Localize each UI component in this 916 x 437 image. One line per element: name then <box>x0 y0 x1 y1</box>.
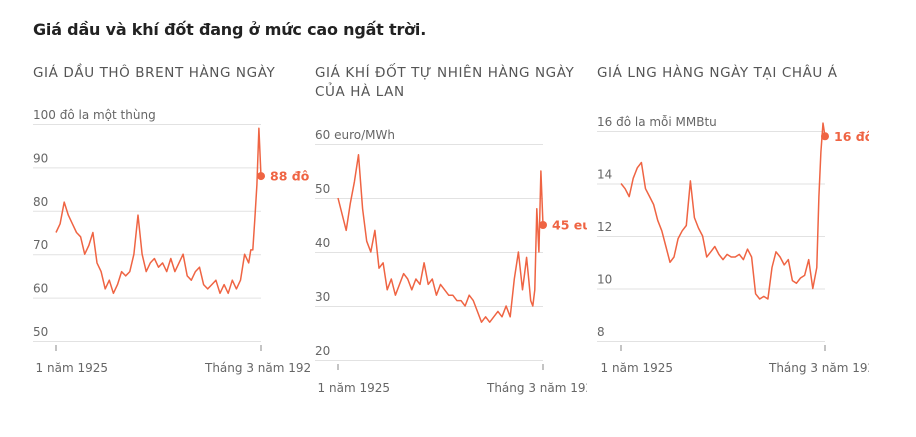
panel-title: GIÁ DẦU THÔ BRENT HÀNG NGÀY <box>33 65 276 81</box>
end-value-label: 88 đô <box>270 169 310 184</box>
unit-label: 16 đô la mỗi MMBtu <box>597 115 717 129</box>
y-tick-label: 70 <box>33 238 48 252</box>
end-point <box>257 172 265 181</box>
x-tick-label: g 1 năm 1925 <box>315 381 390 395</box>
x-tick-label: Tháng 3 năm 192 <box>486 381 587 395</box>
x-tick-label: Tháng 3 năm 192 <box>768 361 869 375</box>
y-tick-label: 60 <box>33 282 48 296</box>
series-line <box>620 122 826 300</box>
y-tick-label: 40 <box>315 236 330 250</box>
y-tick-label: 90 <box>33 151 48 165</box>
panel-brent-oil: GIÁ DẦU THÔ BRENT HÀNG NGÀY 50 60 70 80 90 10… <box>33 0 316 437</box>
unit-label: 100 đô la một thùng <box>33 108 156 122</box>
x-tick-label: Tháng 3 năm 192 <box>204 361 311 375</box>
panel-asia-lng: GIÁ LNG HÀNG NGÀY TẠI CHÂU Á 8 10 12 14 16 đ… <box>597 0 869 437</box>
series-line <box>55 127 262 295</box>
panel-title: GIÁ LNG HÀNG NGÀY TẠI CHÂU Á <box>597 65 838 81</box>
y-tick-label: 50 <box>33 325 48 339</box>
panel-dutch-gas: GIÁ KHÍ ĐỐT TỰ NHIÊN HÀNG NGÀY CỦA HÀ LA… <box>315 0 587 437</box>
y-tick-label: 50 <box>315 182 330 196</box>
end-value-label: 45 euro <box>552 218 587 233</box>
y-tick-label: 14 <box>597 168 612 182</box>
chart-dutch-gas: 20 30 40 50 60 euro/MWh g 1 năm 1925 Tháng 3 n… <box>315 128 587 395</box>
chart-asia-lng: 8 10 12 14 16 đô la mỗi MMBtu g 1 năm 1925 Thá… <box>597 115 869 375</box>
y-tick-label: 30 <box>315 290 330 304</box>
y-tick-label: 80 <box>33 195 48 209</box>
end-point <box>821 132 829 141</box>
headline: Giá dầu và khí đốt đang ở mức cao ngất t… <box>33 20 427 39</box>
x-tick-label: g 1 năm 1925 <box>33 361 108 375</box>
y-tick-label: 10 <box>597 273 612 287</box>
chart-brent-oil: 50 60 70 80 90 100 đô la một thùng g 1 năm 192… <box>33 108 311 375</box>
y-tick-label: 12 <box>597 220 612 234</box>
end-value-label: 16 đô <box>834 129 869 144</box>
end-point <box>539 221 547 229</box>
y-tick-label: 8 <box>597 325 605 339</box>
panel-title: GIÁ KHÍ ĐỐT TỰ NHIÊN HÀNG NGÀY CỦA HÀ LA… <box>315 65 575 100</box>
series-line <box>337 154 544 323</box>
x-tick-label: g 1 năm 1925 <box>597 361 673 375</box>
unit-label: 60 euro/MWh <box>315 128 395 142</box>
y-tick-label: 20 <box>315 344 330 358</box>
